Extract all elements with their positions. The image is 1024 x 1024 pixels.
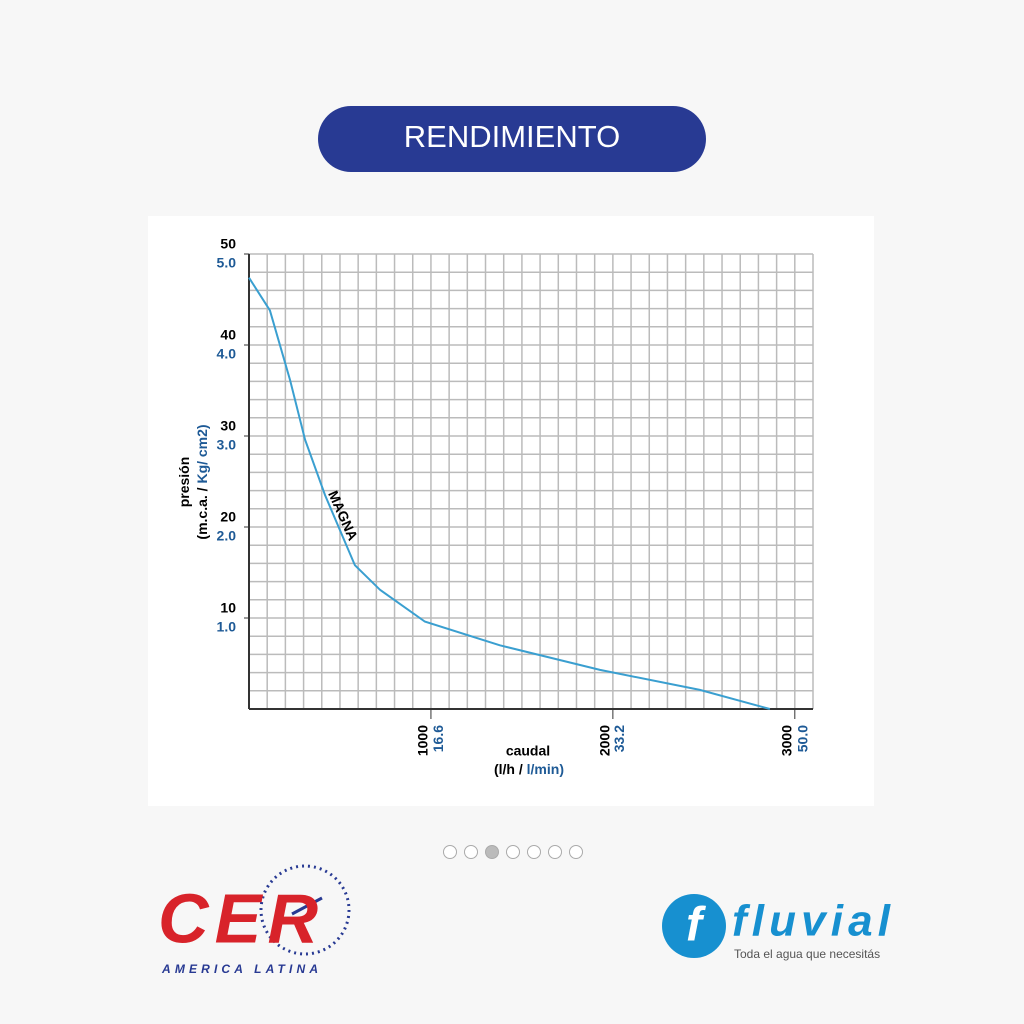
dot[interactable] bbox=[506, 845, 520, 859]
dot[interactable] bbox=[443, 845, 457, 859]
cer-tagline: AMERICA LATINA bbox=[161, 962, 318, 976]
x2-tick-label: 16.6 bbox=[430, 725, 446, 752]
y2-tick-label: 5.0 bbox=[217, 255, 237, 271]
x2-tick-label: 33.2 bbox=[611, 725, 627, 752]
y-axis-title-part: Kg/ cm2) bbox=[194, 424, 210, 483]
fluvial-logo: f fluvial Toda el agua que necesitás bbox=[662, 894, 891, 961]
y-tick-label: 40 bbox=[220, 327, 236, 343]
x-axis-title-part: (l/h / bbox=[494, 761, 527, 777]
dot[interactable] bbox=[569, 845, 583, 859]
y-axis-title-line2: (m.c.a. / Kg/ cm2) bbox=[194, 424, 210, 539]
dot-active[interactable] bbox=[485, 845, 499, 859]
dot[interactable] bbox=[464, 845, 478, 859]
dot[interactable] bbox=[527, 845, 541, 859]
title-pill bbox=[318, 106, 706, 172]
fluvial-name: fluvial bbox=[732, 897, 891, 946]
chart-panel bbox=[148, 216, 874, 806]
chart: 10 20 30 40 50 1.0 2.0 3.0 4.0 5.0 1000 2000 3000 16.… bbox=[176, 236, 814, 777]
y-tick-label: 20 bbox=[220, 509, 236, 525]
x-tick-label: 2000 bbox=[597, 725, 613, 756]
y2-tick-label: 4.0 bbox=[217, 346, 237, 362]
x-tick-label: 3000 bbox=[779, 725, 795, 756]
title: RENDIMIENTO bbox=[404, 119, 620, 154]
y2-tick-label: 3.0 bbox=[217, 437, 237, 453]
y-tick-label: 10 bbox=[220, 600, 236, 616]
y2-tick-label: 2.0 bbox=[217, 528, 237, 544]
cer-name: CER bbox=[158, 879, 318, 957]
y-axis-title-line1: presión bbox=[176, 457, 192, 508]
x-axis-title: caudal bbox=[506, 743, 550, 759]
x-tick-label: 1000 bbox=[415, 725, 431, 756]
needle bbox=[291, 896, 323, 916]
x-axis-title-line2: (l/h / l/min) bbox=[494, 761, 564, 777]
x2-tick-label: 50.0 bbox=[795, 725, 811, 752]
y-axis-title: presión bbox=[176, 457, 192, 508]
x-axis-title-part: l/min) bbox=[527, 761, 564, 777]
carousel-dots bbox=[443, 845, 583, 859]
curve bbox=[248, 277, 771, 710]
y-axis-title-part: (m.c.a. / bbox=[194, 484, 210, 540]
gauge bbox=[259, 864, 351, 956]
y2-tick-label: 1.0 bbox=[217, 619, 237, 635]
dot[interactable] bbox=[548, 845, 562, 859]
y-tick-label: 50 bbox=[220, 236, 236, 252]
fluvial-icon bbox=[662, 894, 726, 958]
fluvial-icon-f: f bbox=[686, 899, 706, 952]
y-tick-label: 30 bbox=[220, 418, 236, 434]
cer-logo: CER AMERICA LATINA bbox=[158, 864, 351, 976]
fluvial-tagline: Toda el agua que necesitás bbox=[734, 947, 880, 961]
